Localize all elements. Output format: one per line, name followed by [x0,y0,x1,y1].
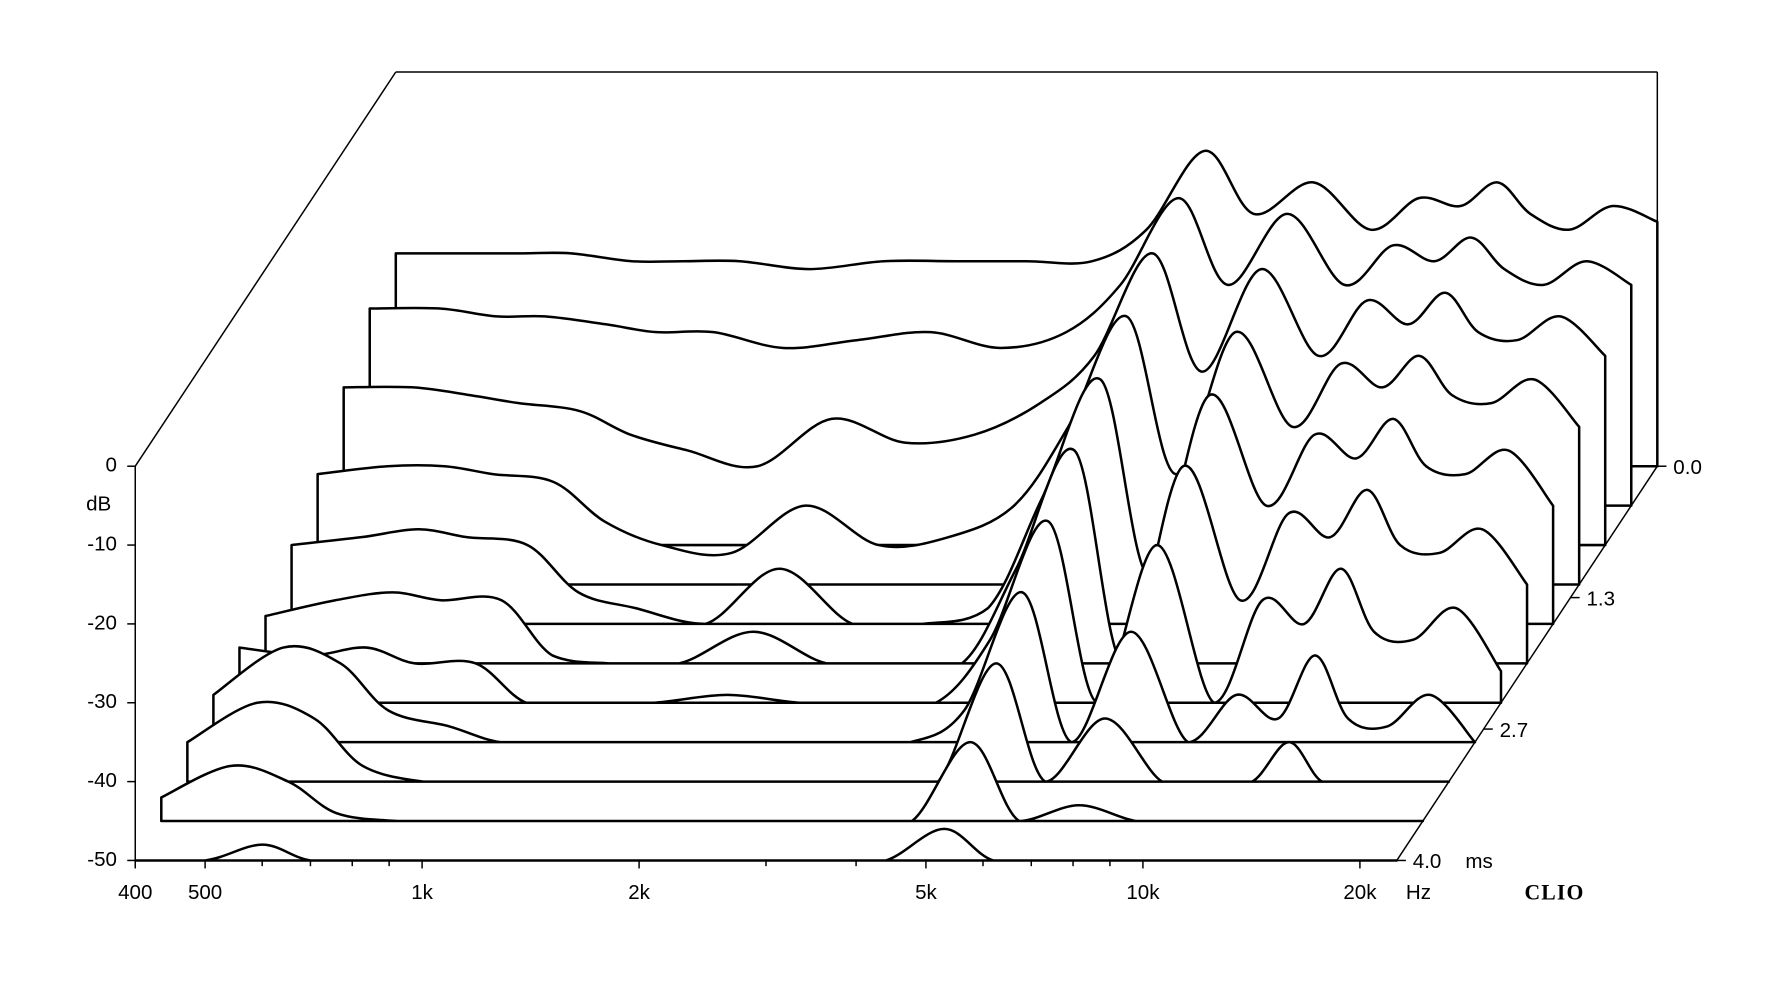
x-tick-label: 10k [1126,881,1160,904]
y-tick-label: 0 [106,454,117,477]
y-tick-label: -40 [87,769,117,792]
box-edge [134,71,397,467]
x-tick-label: 2k [628,881,650,904]
time-slice [264,447,1529,665]
z-axis [1396,465,1658,861]
z-tick-label: 4.0 [1413,850,1442,873]
y-tick-label: -20 [87,611,117,634]
x-tick-label: 500 [188,881,222,904]
x-tick-label: 400 [118,881,152,904]
z-axis-unit: ms [1465,850,1492,873]
x-tick-label: 5k [915,881,937,904]
z-tick-label: 0.0 [1673,456,1702,479]
brand-label: CLIO [1524,881,1584,905]
z-tick-label: 2.7 [1500,719,1529,742]
x-tick-label: 20k [1343,881,1377,904]
y-tick-label: -10 [87,533,117,556]
time-slice [160,740,1425,823]
y-axis-label: dB [86,493,111,516]
time-slice [238,519,1503,705]
z-tick-label: 1.3 [1586,587,1615,610]
time-slice [186,662,1451,783]
x-axis-unit: Hz [1406,881,1431,904]
y-tick-label: -30 [87,690,117,713]
y-tick-label: -50 [87,848,117,871]
time-slice [212,591,1477,744]
time-slice [133,827,1399,862]
x-tick-label: 1k [411,881,433,904]
